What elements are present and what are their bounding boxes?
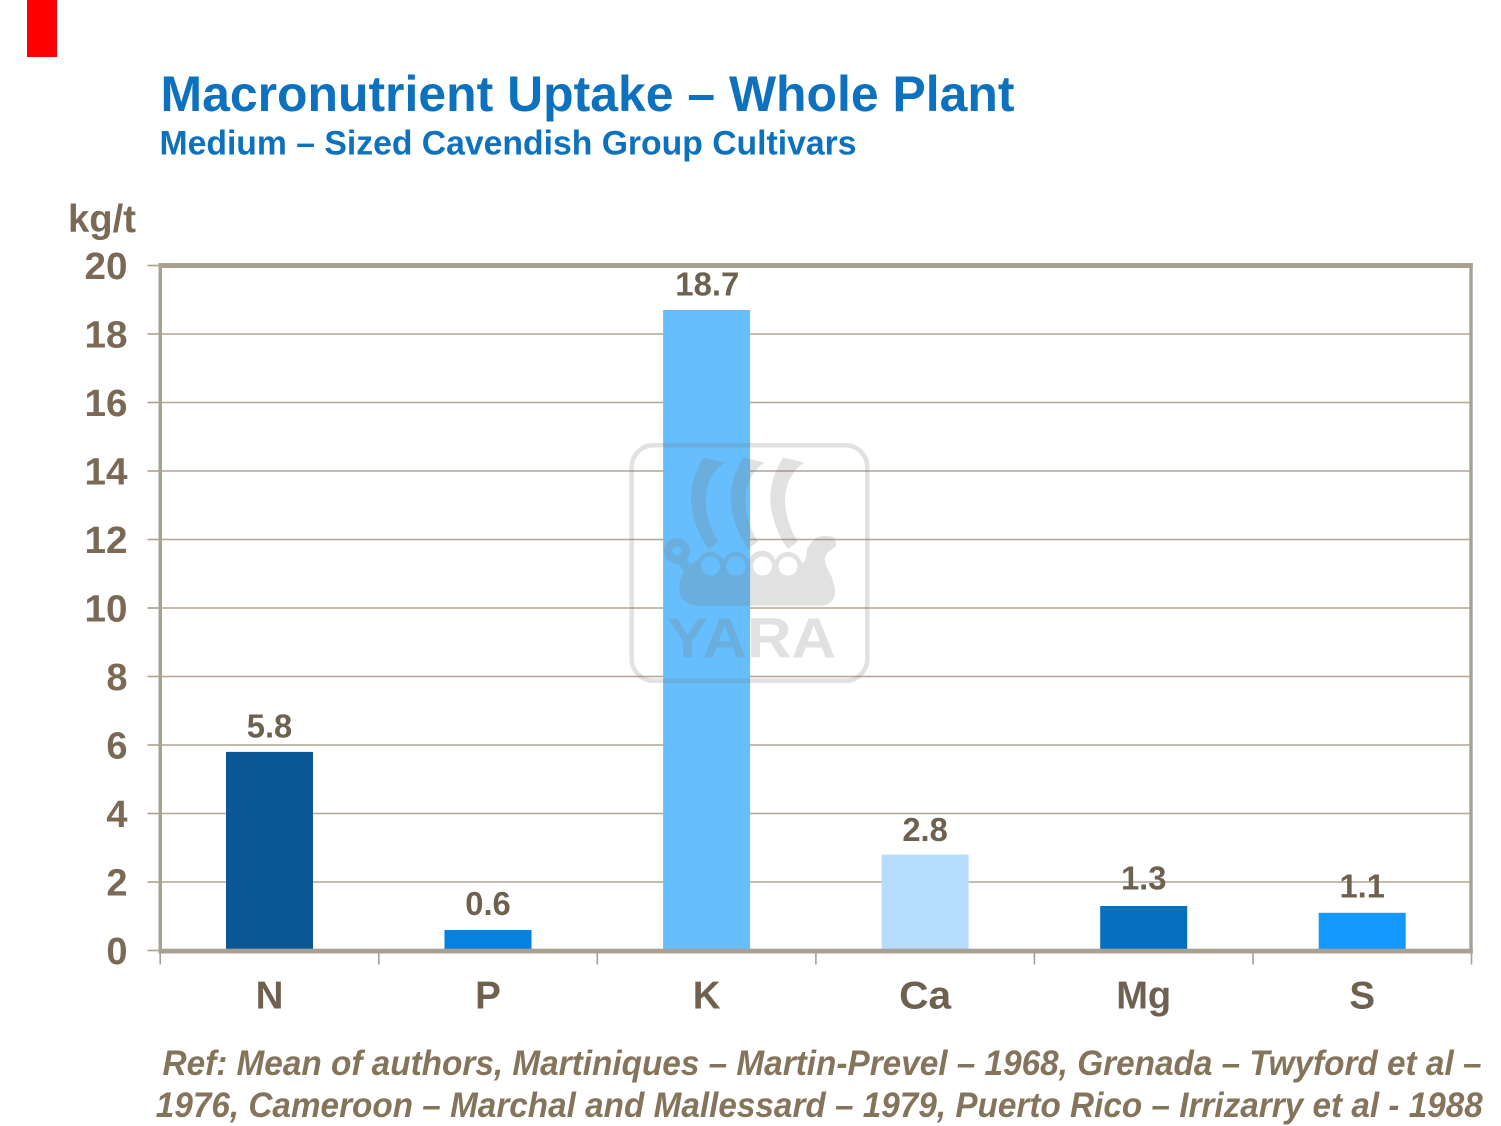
svg-text:Ref: Mean of authors, Martiniq: Ref: Mean of authors, Martiniques – Mart… [163,1044,1482,1083]
svg-text:4: 4 [106,794,127,836]
svg-text:YARA: YARA [667,607,836,671]
svg-text:Mg: Mg [1116,975,1171,1018]
svg-text:16: 16 [85,383,128,425]
svg-text:kg/t: kg/t [68,198,136,241]
svg-text:18: 18 [85,315,128,357]
svg-text:2: 2 [106,863,127,905]
svg-text:0: 0 [106,931,127,973]
svg-text:Ca: Ca [899,975,952,1018]
svg-text:10: 10 [85,589,128,631]
svg-text:S: S [1349,975,1375,1018]
svg-text:2.8: 2.8 [902,811,948,848]
svg-text:14: 14 [85,452,128,494]
svg-text:0.6: 0.6 [465,885,511,922]
svg-text:8: 8 [106,657,127,699]
svg-text:18.7: 18.7 [675,266,739,303]
svg-text:Medium – Sized Cavendish Group: Medium – Sized Cavendish Group Cultivars [160,125,857,163]
svg-text:P: P [475,975,501,1018]
svg-text:5.8: 5.8 [247,707,293,744]
svg-text:1976, Cameroon – Marchal and M: 1976, Cameroon – Marchal and Mallessard … [156,1086,1484,1125]
svg-text:N: N [256,975,284,1018]
svg-text:6: 6 [106,726,127,768]
svg-text:12: 12 [85,520,128,562]
svg-text:1.3: 1.3 [1121,860,1167,897]
svg-text:1.1: 1.1 [1339,868,1385,905]
svg-text:K: K [693,975,721,1018]
svg-text:Macronutrient Uptake – Whole P: Macronutrient Uptake – Whole Plant [161,66,1015,122]
svg-text:20: 20 [85,246,128,288]
